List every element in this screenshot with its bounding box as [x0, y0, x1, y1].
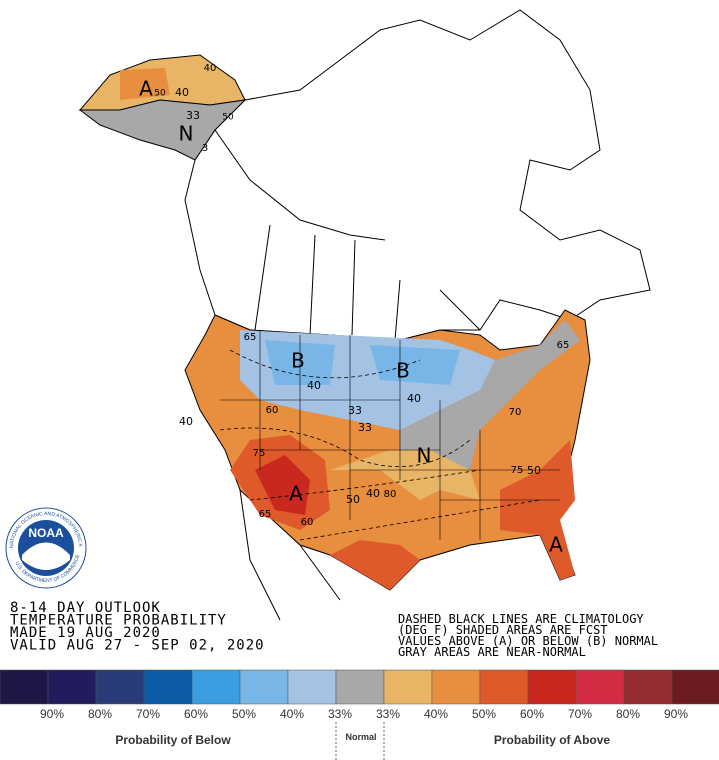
- legend-swatch: [47, 669, 97, 705]
- legend-tick: 50%: [472, 707, 496, 721]
- map-label: B: [396, 359, 410, 383]
- map-label: 50: [154, 89, 166, 99]
- outlook-line: 8-14 DAY OUTLOOK: [10, 600, 161, 616]
- legend-swatch: [383, 669, 433, 705]
- map-label: A: [549, 533, 563, 557]
- legend-swatch: [95, 669, 145, 705]
- logo-name: NOAA: [28, 526, 64, 540]
- map-labels: A N 40 50 40 33 50 3 B B N A A 40 33 33 40 40 65 60 75 65 60 50…: [139, 63, 569, 557]
- map-label: 60: [301, 517, 314, 528]
- map-label: 40: [366, 487, 380, 500]
- note-line: VALUES ABOVE (A) OR BELOW (B) NORMAL: [398, 634, 658, 648]
- legend-tick: 40%: [280, 707, 304, 721]
- outlook-line: TEMPERATURE PROBABILITY: [10, 613, 227, 629]
- map-label: 60: [266, 405, 279, 416]
- outlook-line: VALID AUG 27 - SEP 02, 2020: [10, 638, 265, 654]
- map-label: 33: [186, 109, 200, 122]
- map-label: N: [179, 122, 194, 146]
- map-label: N: [417, 444, 432, 468]
- map-label: 40: [407, 392, 421, 405]
- legend-tick: 40%: [424, 707, 448, 721]
- legend-swatch: [335, 669, 385, 705]
- border-line: [214, 129, 386, 241]
- legend-tick: 33%: [328, 707, 352, 721]
- legend-tick: 90%: [40, 707, 64, 721]
- state-lines: [220, 330, 560, 540]
- map-label: 40: [175, 86, 189, 99]
- map-label: 50: [527, 464, 541, 477]
- map-label: 80: [384, 489, 397, 500]
- legend-tick: 70%: [568, 707, 592, 721]
- logo-bird: [22, 542, 70, 570]
- legend-below: Probability of Below: [115, 733, 231, 747]
- map-label: 75: [253, 448, 266, 459]
- note-line: GRAY AREAS ARE NEAR-NORMAL: [398, 645, 586, 659]
- map-label: 65: [557, 340, 570, 351]
- map-label: 33: [358, 421, 372, 434]
- map-label: 65: [259, 509, 272, 520]
- legend-swatch: [143, 669, 193, 705]
- legend-swatch: [0, 669, 49, 705]
- map-label: A: [289, 482, 303, 506]
- legend-normal: Normal: [345, 732, 376, 742]
- map-label: 40: [204, 63, 217, 74]
- legend-tick: 60%: [184, 707, 208, 721]
- map-label: 40: [179, 415, 193, 428]
- province-lines: [254, 224, 481, 341]
- alaska-above-core: [120, 68, 170, 100]
- canada-outline: [184, 9, 651, 341]
- legend-swatch: [623, 669, 673, 705]
- map-label: 70: [509, 407, 522, 418]
- map-label: 50: [346, 493, 360, 506]
- map-label: A: [139, 77, 153, 101]
- note-line: DASHED BLACK LINES ARE CLIMATOLOGY: [398, 612, 644, 626]
- usa-above-60-se: [500, 440, 575, 580]
- usa-above-70: [255, 455, 310, 515]
- logo-ring-top: NATIONAL OCEANIC AND ATMOSPHERIC ADMINIS…: [0, 0, 83, 548]
- legend-tick: 80%: [616, 707, 640, 721]
- legend-tick: 33%: [376, 707, 400, 721]
- legend-tick: 60%: [520, 707, 544, 721]
- map-label: B: [291, 349, 305, 373]
- legend-tick: 80%: [88, 707, 112, 721]
- map-label: 65: [244, 332, 257, 343]
- legend-swatch: [527, 669, 577, 705]
- usa-normal: [400, 320, 580, 490]
- legend-tick: 70%: [136, 707, 160, 721]
- legend-above: Probability of Above: [494, 733, 611, 747]
- mexico-outline: [239, 489, 341, 621]
- notes-text: DASHED BLACK LINES ARE CLIMATOLOGY(DEG F…: [398, 612, 658, 659]
- legend: 90% 80% 70% 60% 50% 40% 33% 33% 40% 50% 60% 70% 80% 9…: [0, 669, 719, 721]
- legend-swatch: [191, 669, 241, 705]
- note-line: (DEG F) SHADED AREAS ARE FCST: [398, 623, 608, 637]
- legend-tick: 50%: [232, 707, 256, 721]
- legend-swatch: [479, 669, 529, 705]
- legend-swatch: [671, 669, 719, 705]
- legend-swatch: [575, 669, 625, 705]
- map-label: 75: [511, 465, 524, 476]
- map-label: 40: [307, 379, 321, 392]
- legend-swatch: [239, 669, 289, 705]
- outlook-line: MADE 19 AUG 2020: [10, 625, 161, 641]
- noaa-logo: NATIONAL OCEANIC AND ATMOSPHERIC ADMINIS…: [0, 0, 87, 589]
- map-label: 33: [348, 404, 362, 417]
- legend-swatch: [431, 669, 481, 705]
- map-label: 50: [222, 113, 234, 123]
- usa-above-60-tx: [330, 540, 420, 590]
- legend-swatch: [287, 669, 337, 705]
- map-label: 3: [202, 143, 208, 154]
- legend-tick: 90%: [664, 707, 688, 721]
- usa-below-50: [265, 340, 460, 385]
- alaska-normal: [78, 99, 247, 161]
